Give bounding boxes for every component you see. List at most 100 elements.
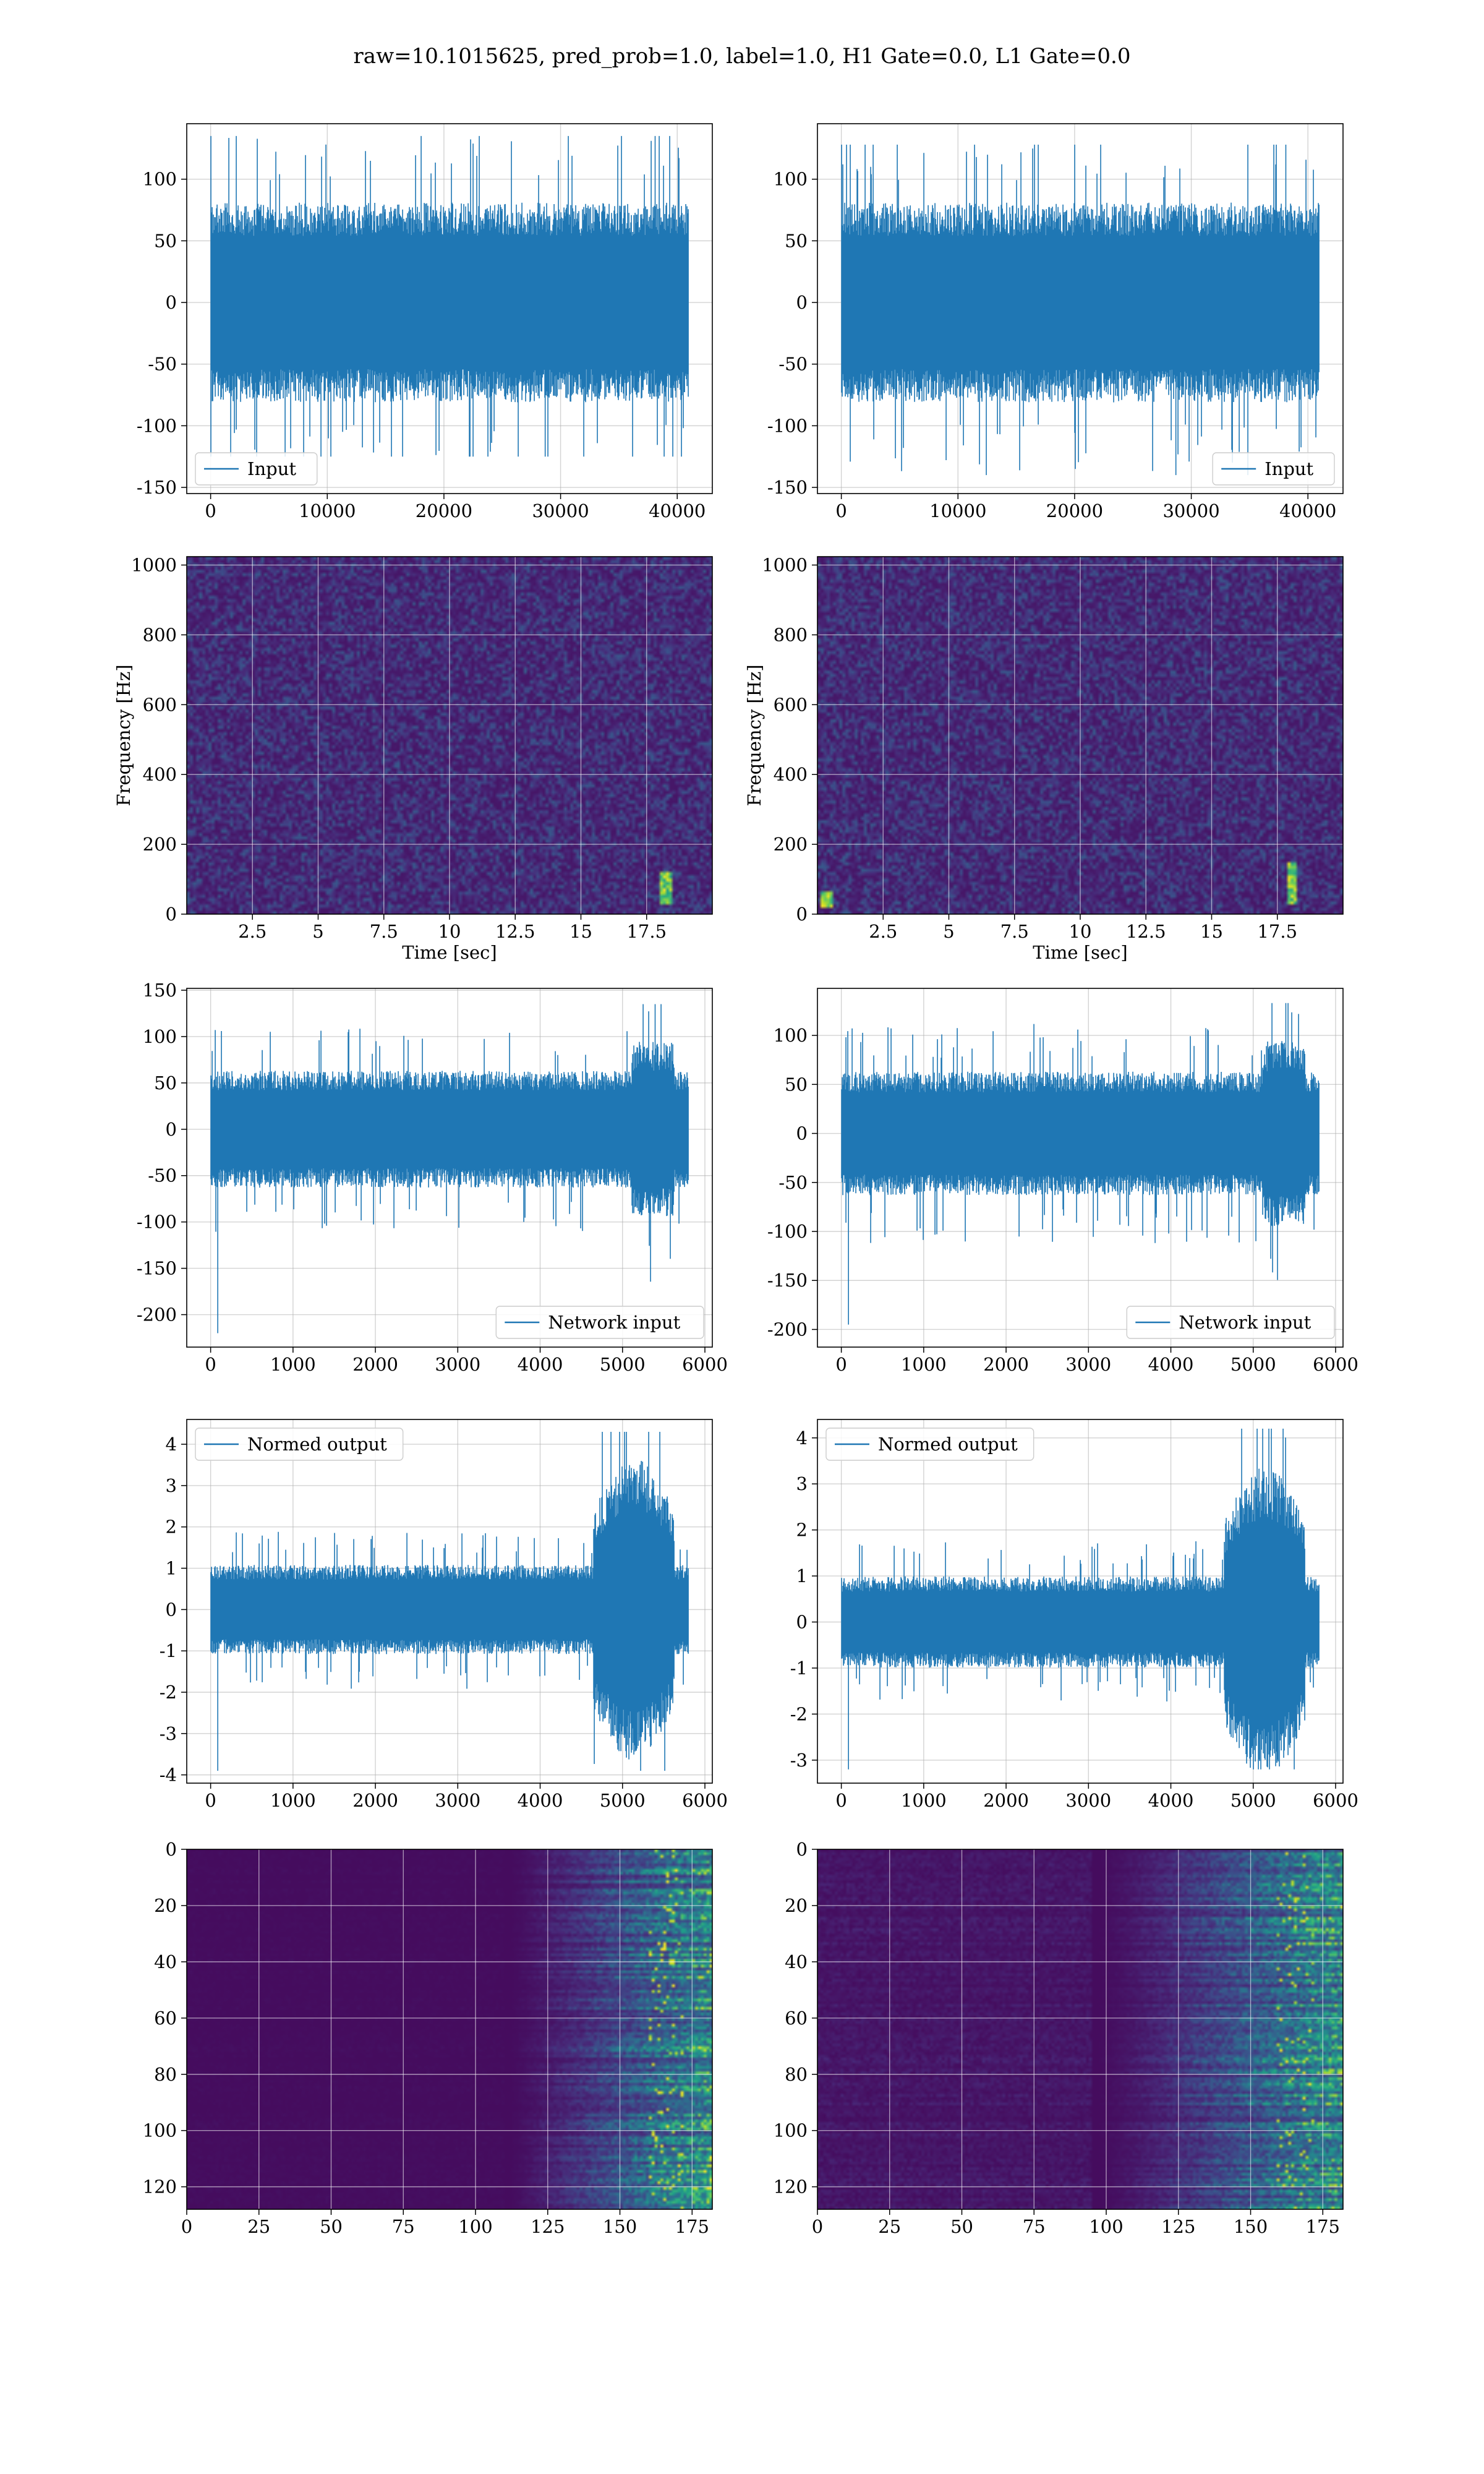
legend-label: Network input	[548, 1312, 680, 1333]
axes-frame	[186, 123, 713, 494]
y-tick-label: -100	[137, 1212, 177, 1233]
x-tick-label: 7.5	[370, 921, 398, 942]
x-tick-label: 7.5	[1000, 921, 1029, 942]
y-axis-label: Frequency [Hz]	[744, 664, 765, 806]
subplot-input-h1: 0 10000 20000 30000 40000 -150 -100 -50 0 50 100 In…	[137, 123, 713, 521]
x-tick-label: 20000	[1046, 500, 1103, 521]
legend: Network input	[1126, 1306, 1335, 1339]
series-line	[210, 1004, 689, 1333]
y-tick-label: -2	[790, 1703, 808, 1724]
subplot-input-l1: 0 10000 20000 30000 40000 -150 -100 -50 0 50 100 In…	[767, 123, 1344, 521]
y-tick-label: 1000	[131, 555, 177, 576]
y-tick-label: -100	[137, 415, 177, 436]
x-tick-label: 50	[320, 2216, 343, 2237]
subplot-feature-map-l1: 0 25 50 75 100 125 150 175 0 20 40 60 80 100 120	[774, 1839, 1344, 2237]
y-tick-label: 120	[143, 2177, 177, 2198]
x-tick-label: 6000	[1313, 1354, 1358, 1375]
y-tick-label: 80	[785, 2064, 808, 2085]
x-tick-label: 125	[531, 2216, 565, 2237]
y-tick-label: 0	[166, 904, 177, 925]
y-tick-label: 0	[796, 1611, 808, 1632]
x-tick-label: 6000	[1313, 1790, 1358, 1811]
axes-frame	[817, 1419, 1344, 1784]
y-tick-label: 600	[143, 694, 177, 715]
x-tick-label: 17.5	[1257, 921, 1297, 942]
y-tick-label: 100	[143, 2120, 177, 2141]
y-tick-label: -2	[160, 1682, 177, 1703]
x-tick-label: 0	[835, 1354, 846, 1375]
x-tick-label: 5	[943, 921, 954, 942]
y-tick-label: -1	[160, 1640, 177, 1661]
axes-frame	[186, 1849, 713, 2210]
y-tick-label: 50	[154, 230, 177, 251]
axes-frame	[186, 988, 713, 1348]
y-tick-label: -50	[778, 354, 808, 375]
y-tick-label: 150	[143, 980, 177, 1001]
y-tick-label: 100	[774, 169, 808, 190]
y-tick-label: 3	[166, 1475, 177, 1496]
subplot-spectrogram-l1: 2.5 5 7.5 10 12.5 15 17.5 0 200 400 600 800 1000 Time…	[744, 555, 1344, 963]
x-tick-label: 12.5	[1126, 921, 1166, 942]
x-tick-label: 25	[878, 2216, 901, 2237]
legend: Normed output	[825, 1427, 1034, 1461]
y-tick-label: 0	[796, 1123, 808, 1144]
y-tick-label: 120	[774, 2177, 808, 2198]
y-tick-label: -150	[767, 1270, 808, 1291]
y-tick-label: -50	[148, 354, 177, 375]
y-axis-label: Frequency [Hz]	[113, 664, 134, 806]
y-tick-label: 100	[774, 1025, 808, 1046]
legend: Network input	[495, 1306, 704, 1339]
y-tick-label: 60	[154, 2008, 177, 2029]
legend-label: Normed output	[878, 1434, 1018, 1455]
x-tick-label: 10000	[929, 500, 986, 521]
x-tick-label: 1000	[270, 1790, 316, 1811]
legend-box	[825, 1427, 1034, 1461]
subplot-grid: 0 10000 20000 30000 40000-150-100-50050100In…	[113, 123, 1358, 2237]
x-tick-label: 0	[205, 1354, 216, 1375]
legend: Input	[1212, 452, 1335, 486]
legend-box	[1212, 452, 1335, 486]
y-tick-label: 0	[166, 1119, 177, 1140]
x-tick-label: 15	[569, 921, 592, 942]
y-tick-label: 1	[796, 1565, 808, 1586]
y-tick-label: -4	[160, 1765, 177, 1786]
y-tick-label: -150	[767, 477, 808, 498]
y-tick-label: 50	[785, 230, 808, 251]
x-tick-label: 30000	[1162, 500, 1219, 521]
y-tick-label: 400	[143, 764, 177, 785]
y-tick-label: 1	[166, 1558, 177, 1579]
legend-box	[1126, 1306, 1335, 1339]
legend: Input	[195, 452, 318, 486]
x-tick-label: 12.5	[495, 921, 535, 942]
x-tick-label: 5000	[1230, 1790, 1276, 1811]
x-tick-label: 3000	[1065, 1354, 1111, 1375]
x-tick-label: 3000	[435, 1354, 480, 1375]
x-tick-label: 100	[458, 2216, 492, 2237]
legend-label: Network input	[1179, 1312, 1311, 1333]
y-tick-label: 50	[154, 1072, 177, 1094]
x-tick-label: 0	[205, 1790, 216, 1811]
y-tick-label: 0	[796, 1839, 808, 1860]
x-tick-label: 40000	[1279, 500, 1336, 521]
legend: Normed output	[195, 1427, 404, 1461]
axes-frame	[817, 556, 1344, 915]
x-tick-label: 17.5	[626, 921, 667, 942]
x-tick-label: 75	[1023, 2216, 1046, 2237]
y-tick-label: 20	[785, 1895, 808, 1916]
y-tick-label: 40	[785, 1951, 808, 1972]
x-tick-label: 1000	[901, 1790, 947, 1811]
legend-box	[195, 1427, 404, 1461]
y-tick-label: -1	[790, 1658, 808, 1679]
y-tick-label: -100	[767, 415, 808, 436]
y-tick-label: 600	[774, 694, 808, 715]
x-tick-label: 5000	[600, 1354, 646, 1375]
heatmap-image	[817, 1849, 1343, 2209]
y-tick-label: 100	[143, 1026, 177, 1047]
y-tick-label: -50	[148, 1165, 177, 1186]
y-tick-label: 0	[796, 292, 808, 313]
subplot-normed-output-l1: 0 1000 2000 3000 4000 5000 6000 -3 -2 -1 0 1 2 3 4 Norm…	[790, 1419, 1358, 1811]
x-tick-label: 125	[1161, 2216, 1195, 2237]
y-tick-label: 3	[796, 1473, 808, 1494]
x-tick-label: 15	[1200, 921, 1223, 942]
